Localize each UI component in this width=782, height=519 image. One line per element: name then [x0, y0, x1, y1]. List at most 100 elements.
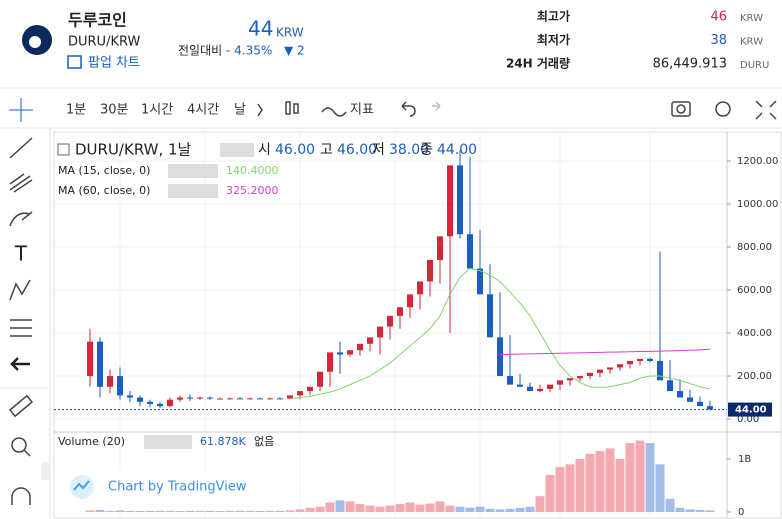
candle-body — [657, 360, 663, 381]
ma-line — [499, 348, 711, 356]
last-price-box — [728, 402, 772, 417]
candle-body — [597, 369, 603, 373]
candle-body — [147, 401, 153, 404]
candle-body — [117, 376, 123, 396]
popup-link[interactable]: 팝업 차트 — [88, 56, 140, 71]
indicator-icon[interactable] — [321, 107, 347, 117]
volume-bar — [485, 508, 495, 513]
candle-body — [177, 397, 183, 400]
candle-body — [547, 384, 553, 389]
interval-button[interactable]: 4시간 — [187, 103, 219, 118]
ruler-tool[interactable] — [8, 394, 34, 418]
indicators-button[interactable]: 지표 — [350, 103, 374, 118]
interval-button[interactable]: 1시간 — [141, 103, 173, 118]
volume-bar — [215, 510, 225, 513]
zoom-tool[interactable] — [11, 437, 27, 453]
candle-body — [317, 371, 323, 387]
collapse-legend[interactable] — [57, 143, 70, 156]
candle-body — [307, 386, 313, 392]
volume-bar — [255, 510, 265, 513]
candle-body — [87, 341, 93, 377]
legend-buttons[interactable] — [168, 184, 218, 198]
volume-bar — [575, 459, 585, 513]
stat-label: 최고가 — [537, 9, 570, 24]
volume-bar — [585, 453, 595, 513]
volume-bar — [105, 510, 115, 513]
legend-buttons[interactable] — [220, 143, 254, 157]
candle-body — [257, 398, 263, 400]
candle-body — [207, 397, 213, 399]
volume-bar — [525, 506, 535, 513]
volume-bar — [635, 440, 645, 513]
interval-button[interactable]: 날 — [234, 103, 246, 118]
stat-label: 24H 거래량 — [506, 56, 570, 71]
volume-bar — [595, 451, 605, 513]
candle-icon[interactable] — [285, 101, 291, 115]
watermark[interactable]: Chart by TradingView — [108, 480, 247, 495]
change-rate: - 4.35% — [226, 44, 272, 58]
candle-body — [387, 315, 393, 327]
candle-body — [527, 386, 533, 392]
candle-body — [287, 395, 293, 399]
y-tick-label: 1200.00 — [737, 156, 778, 167]
volume-bar — [395, 504, 405, 513]
redo — [432, 101, 441, 111]
candle-body — [427, 259, 433, 282]
candle-body — [707, 406, 713, 410]
arrow-tool[interactable] — [10, 357, 30, 371]
magnet-tool[interactable] — [11, 487, 31, 505]
fullscreen[interactable] — [755, 100, 777, 120]
dropdown[interactable] — [257, 103, 263, 117]
candle-body — [467, 234, 473, 269]
settings[interactable] — [715, 101, 731, 117]
volume-bar — [565, 464, 575, 513]
trendline-tool[interactable] — [9, 137, 33, 159]
brush-tool[interactable] — [9, 211, 33, 227]
interval-button[interactable]: 1분 — [66, 103, 86, 118]
volume-bar — [655, 464, 665, 513]
interval-button[interactable]: 30분 — [100, 103, 129, 118]
legend-buttons[interactable] — [144, 435, 192, 449]
fib-tool[interactable] — [9, 173, 33, 193]
stat-unit: KRW — [740, 37, 763, 48]
volume-bar — [325, 502, 335, 513]
volume-bar — [605, 448, 615, 513]
volume-bar — [705, 510, 715, 513]
pattern-tool[interactable] — [9, 279, 31, 301]
zoom-tool[interactable] — [23, 449, 31, 457]
candle-body — [397, 307, 403, 316]
candle-icon[interactable] — [293, 103, 299, 114]
projection-tool[interactable] — [10, 319, 32, 337]
text-tool[interactable]: T — [14, 242, 28, 266]
ma-value: 140.4000 — [226, 164, 279, 177]
ma-label: MA (15, close, 0) — [58, 164, 150, 177]
volume-bar — [515, 507, 525, 513]
last-price-label: 44.00 — [735, 405, 767, 416]
y-tick-label: 400.00 — [737, 328, 772, 339]
volume-bar — [165, 510, 175, 513]
candle-body — [267, 398, 273, 400]
stat-value: 46 — [710, 10, 727, 25]
volume-bar — [85, 510, 95, 513]
volume-bar — [675, 507, 685, 513]
candle-body — [557, 380, 563, 385]
change-amount: ▼ 2 — [284, 44, 305, 58]
candle-body — [457, 165, 463, 235]
candle-body — [277, 398, 283, 400]
candle-body — [167, 399, 173, 407]
volume-bar — [135, 510, 145, 513]
camera[interactable] — [671, 101, 691, 117]
legend-buttons[interactable] — [168, 164, 218, 178]
candle-body — [617, 364, 623, 368]
stat-unit: KRW — [740, 13, 763, 24]
collapse-handle[interactable] — [41, 462, 49, 480]
undo[interactable] — [401, 101, 416, 117]
stat-value: 86,449.913 — [653, 57, 727, 72]
popup-icon[interactable] — [67, 55, 82, 69]
y-tick-label: 0.00 — [737, 414, 759, 425]
candle-body — [477, 268, 483, 295]
ohlc-value: 46.00 — [337, 142, 377, 158]
volume-bar — [275, 510, 285, 513]
candle-body — [137, 397, 143, 402]
y-tick-label: 200.00 — [737, 371, 772, 382]
